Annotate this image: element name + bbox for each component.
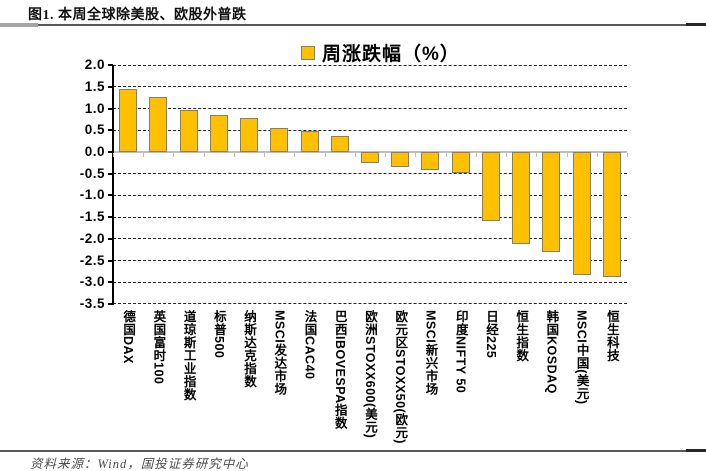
bar	[300, 131, 319, 152]
x-axis-label: MSCI发达市场	[272, 310, 287, 396]
y-axis-tick	[108, 151, 113, 153]
bar	[149, 97, 168, 152]
category-tick	[203, 153, 205, 157]
gridline	[113, 108, 627, 110]
x-axis-label: 恒生科技	[604, 310, 619, 362]
gridline	[113, 129, 627, 131]
y-axis-tick-label: -3.0	[79, 274, 105, 290]
title-divider	[0, 24, 706, 26]
title-divider-left-cap	[0, 23, 38, 27]
bar	[240, 117, 259, 152]
y-axis-tick-label: 1.5	[84, 78, 105, 94]
gridline	[113, 64, 627, 66]
bar	[330, 135, 349, 152]
source-note: 资料来源：Wind，国投证券研究中心	[30, 457, 249, 471]
category-tick	[264, 153, 266, 157]
x-axis-label: MSCI中国(美元)	[574, 310, 589, 405]
y-axis-tick	[108, 172, 113, 175]
gridline	[113, 303, 627, 305]
x-axis-label: 德国DAX	[121, 310, 136, 364]
category-tick	[173, 153, 175, 157]
category-tick	[627, 153, 628, 157]
legend-swatch-icon	[301, 45, 315, 60]
category-tick	[596, 153, 598, 157]
category-tick	[324, 153, 326, 157]
y-axis-tick-label: -2.0	[79, 230, 105, 246]
gridline	[113, 238, 627, 240]
y-axis-tick	[108, 85, 113, 88]
y-axis-tick	[108, 216, 113, 219]
bar	[209, 114, 228, 152]
category-tick	[233, 153, 235, 157]
x-axis-label: 道琼斯工业指数	[181, 310, 196, 401]
bar	[542, 152, 561, 252]
bar	[602, 152, 621, 277]
x-axis-label: 标普500	[211, 310, 226, 359]
x-axis-label: 欧洲STOXX600(美元)	[363, 310, 377, 439]
y-axis-tick-label: 2.0	[84, 57, 105, 73]
bar	[391, 152, 410, 168]
bar	[481, 152, 500, 222]
gridline	[113, 260, 627, 261]
gridline	[113, 86, 627, 88]
x-axis-label: 恒生指数	[514, 310, 529, 362]
y-axis-tick	[108, 64, 113, 67]
category-tick	[415, 153, 417, 157]
y-axis-tick	[108, 237, 113, 240]
figure-title: 图1. 本周全球除美股、欧股外普跌	[28, 8, 247, 23]
y-axis-tick	[108, 281, 113, 284]
y-axis-tick-label: -1.0	[79, 187, 105, 203]
x-axis-label: 纳斯达克指数	[242, 310, 257, 388]
x-axis-label: 日经225	[483, 310, 498, 359]
title-divider-right-cap	[686, 23, 706, 26]
category-tick	[113, 153, 114, 157]
bar	[451, 152, 470, 173]
category-tick	[385, 153, 387, 157]
category-tick	[506, 153, 508, 157]
y-axis-tick	[108, 194, 113, 197]
x-axis-label: 欧元区STOXX50(欧元)	[393, 310, 408, 444]
x-axis-label: 巴西IBOVESPA指数	[332, 310, 347, 430]
x-axis-label: 英国富时100	[151, 310, 166, 385]
bar	[270, 127, 289, 152]
x-axis-label: 法国CAC40	[302, 310, 317, 380]
x-axis-label: 韩国KOSDAQ	[544, 310, 559, 394]
y-axis-tick-label: -1.5	[79, 209, 105, 225]
y-axis-tick	[108, 107, 113, 110]
y-axis-tick	[108, 129, 113, 132]
y-axis-tick-label: 0.0	[84, 144, 105, 159]
chart-legend: 周涨跌幅（%）	[301, 39, 460, 66]
footer-divider	[0, 450, 706, 452]
gridline	[113, 216, 627, 218]
x-axis-label: MSCI新兴市场	[423, 310, 438, 396]
y-axis-tick-label: 0.5	[84, 122, 105, 138]
footer-divider-right-cap	[686, 449, 706, 452]
y-axis-tick-label: -2.5	[79, 252, 105, 268]
bar	[119, 89, 138, 152]
y-axis-tick-label: -0.5	[79, 165, 105, 181]
category-tick	[354, 153, 356, 157]
y-axis-line	[112, 65, 114, 305]
bar	[361, 152, 379, 163]
bar	[179, 110, 198, 152]
bar	[572, 152, 591, 275]
category-tick	[143, 153, 145, 157]
category-tick	[536, 153, 538, 157]
category-tick	[475, 153, 477, 157]
bar	[421, 152, 440, 170]
y-axis-tick	[108, 302, 113, 305]
x-axis-label: 印度NIFTY 50	[453, 310, 468, 394]
category-tick	[294, 153, 296, 157]
gridline	[113, 173, 627, 175]
gridline	[113, 194, 627, 196]
gridline	[113, 281, 627, 283]
category-tick	[445, 153, 447, 157]
y-axis-tick-label: 1.0	[84, 100, 105, 116]
category-tick	[566, 153, 568, 157]
legend-label: 周涨跌幅（%）	[322, 44, 460, 65]
y-axis-tick	[108, 259, 113, 262]
bar	[512, 152, 531, 244]
y-axis-tick-label: -3.5	[79, 295, 105, 311]
